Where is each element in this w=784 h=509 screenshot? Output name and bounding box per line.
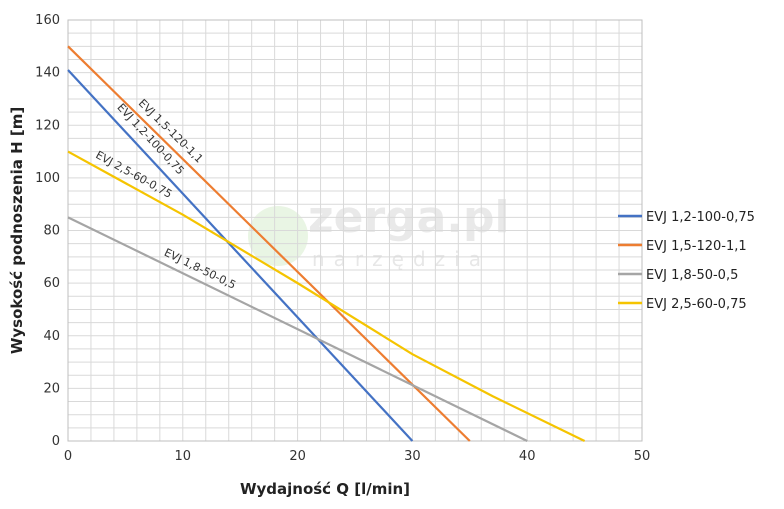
- x-tick-label: 40: [519, 449, 536, 464]
- legend-label-1: EVJ 1,5-120-1,1: [646, 239, 747, 254]
- y-tick-label: 140: [35, 66, 60, 81]
- x-tick-label: 50: [634, 449, 651, 464]
- y-tick-label: 160: [35, 13, 60, 28]
- legend-label-2: EVJ 1,8-50-0,5: [646, 268, 738, 283]
- series-line-2: [67, 216, 528, 442]
- x-tick-label: 0: [64, 449, 72, 464]
- y-tick-label: 60: [43, 276, 60, 291]
- chart-grid: [67, 19, 643, 442]
- chart-legend: EVJ 1,2-100-0,75 EVJ 1,5-120-1,1 EVJ 1,8-5…: [618, 210, 755, 312]
- chart-axes: 0 10 20 30 40 50 0 20 40 60 80 100 120 140 160: [35, 13, 650, 464]
- series-line-0: [67, 69, 414, 442]
- series-line-1: [67, 45, 471, 442]
- y-tick-label: 80: [43, 224, 60, 239]
- y-tick-label: 120: [35, 118, 60, 133]
- plot-border: [67, 19, 643, 442]
- chart-series: [67, 45, 586, 442]
- y-tick-label: 20: [43, 381, 60, 396]
- x-tick-label: 20: [289, 449, 306, 464]
- y-tick-label: 40: [43, 329, 60, 344]
- watermark-logo-icon: [248, 206, 308, 266]
- series-line-3: [67, 150, 586, 442]
- x-tick-label: 10: [175, 449, 192, 464]
- watermark-sub-text: narzędzia: [312, 247, 490, 271]
- x-tick-label: 30: [404, 449, 421, 464]
- legend-label-3: EVJ 2,5-60-0,75: [646, 297, 747, 312]
- y-axis-title: Wysokość podnoszenia H [m]: [8, 107, 26, 354]
- y-tick-label: 0: [52, 434, 60, 449]
- x-axis-title: Wydajność Q [l/min]: [240, 480, 410, 498]
- y-tick-label: 100: [35, 171, 60, 186]
- legend-label-0: EVJ 1,2-100-0,75: [646, 210, 755, 225]
